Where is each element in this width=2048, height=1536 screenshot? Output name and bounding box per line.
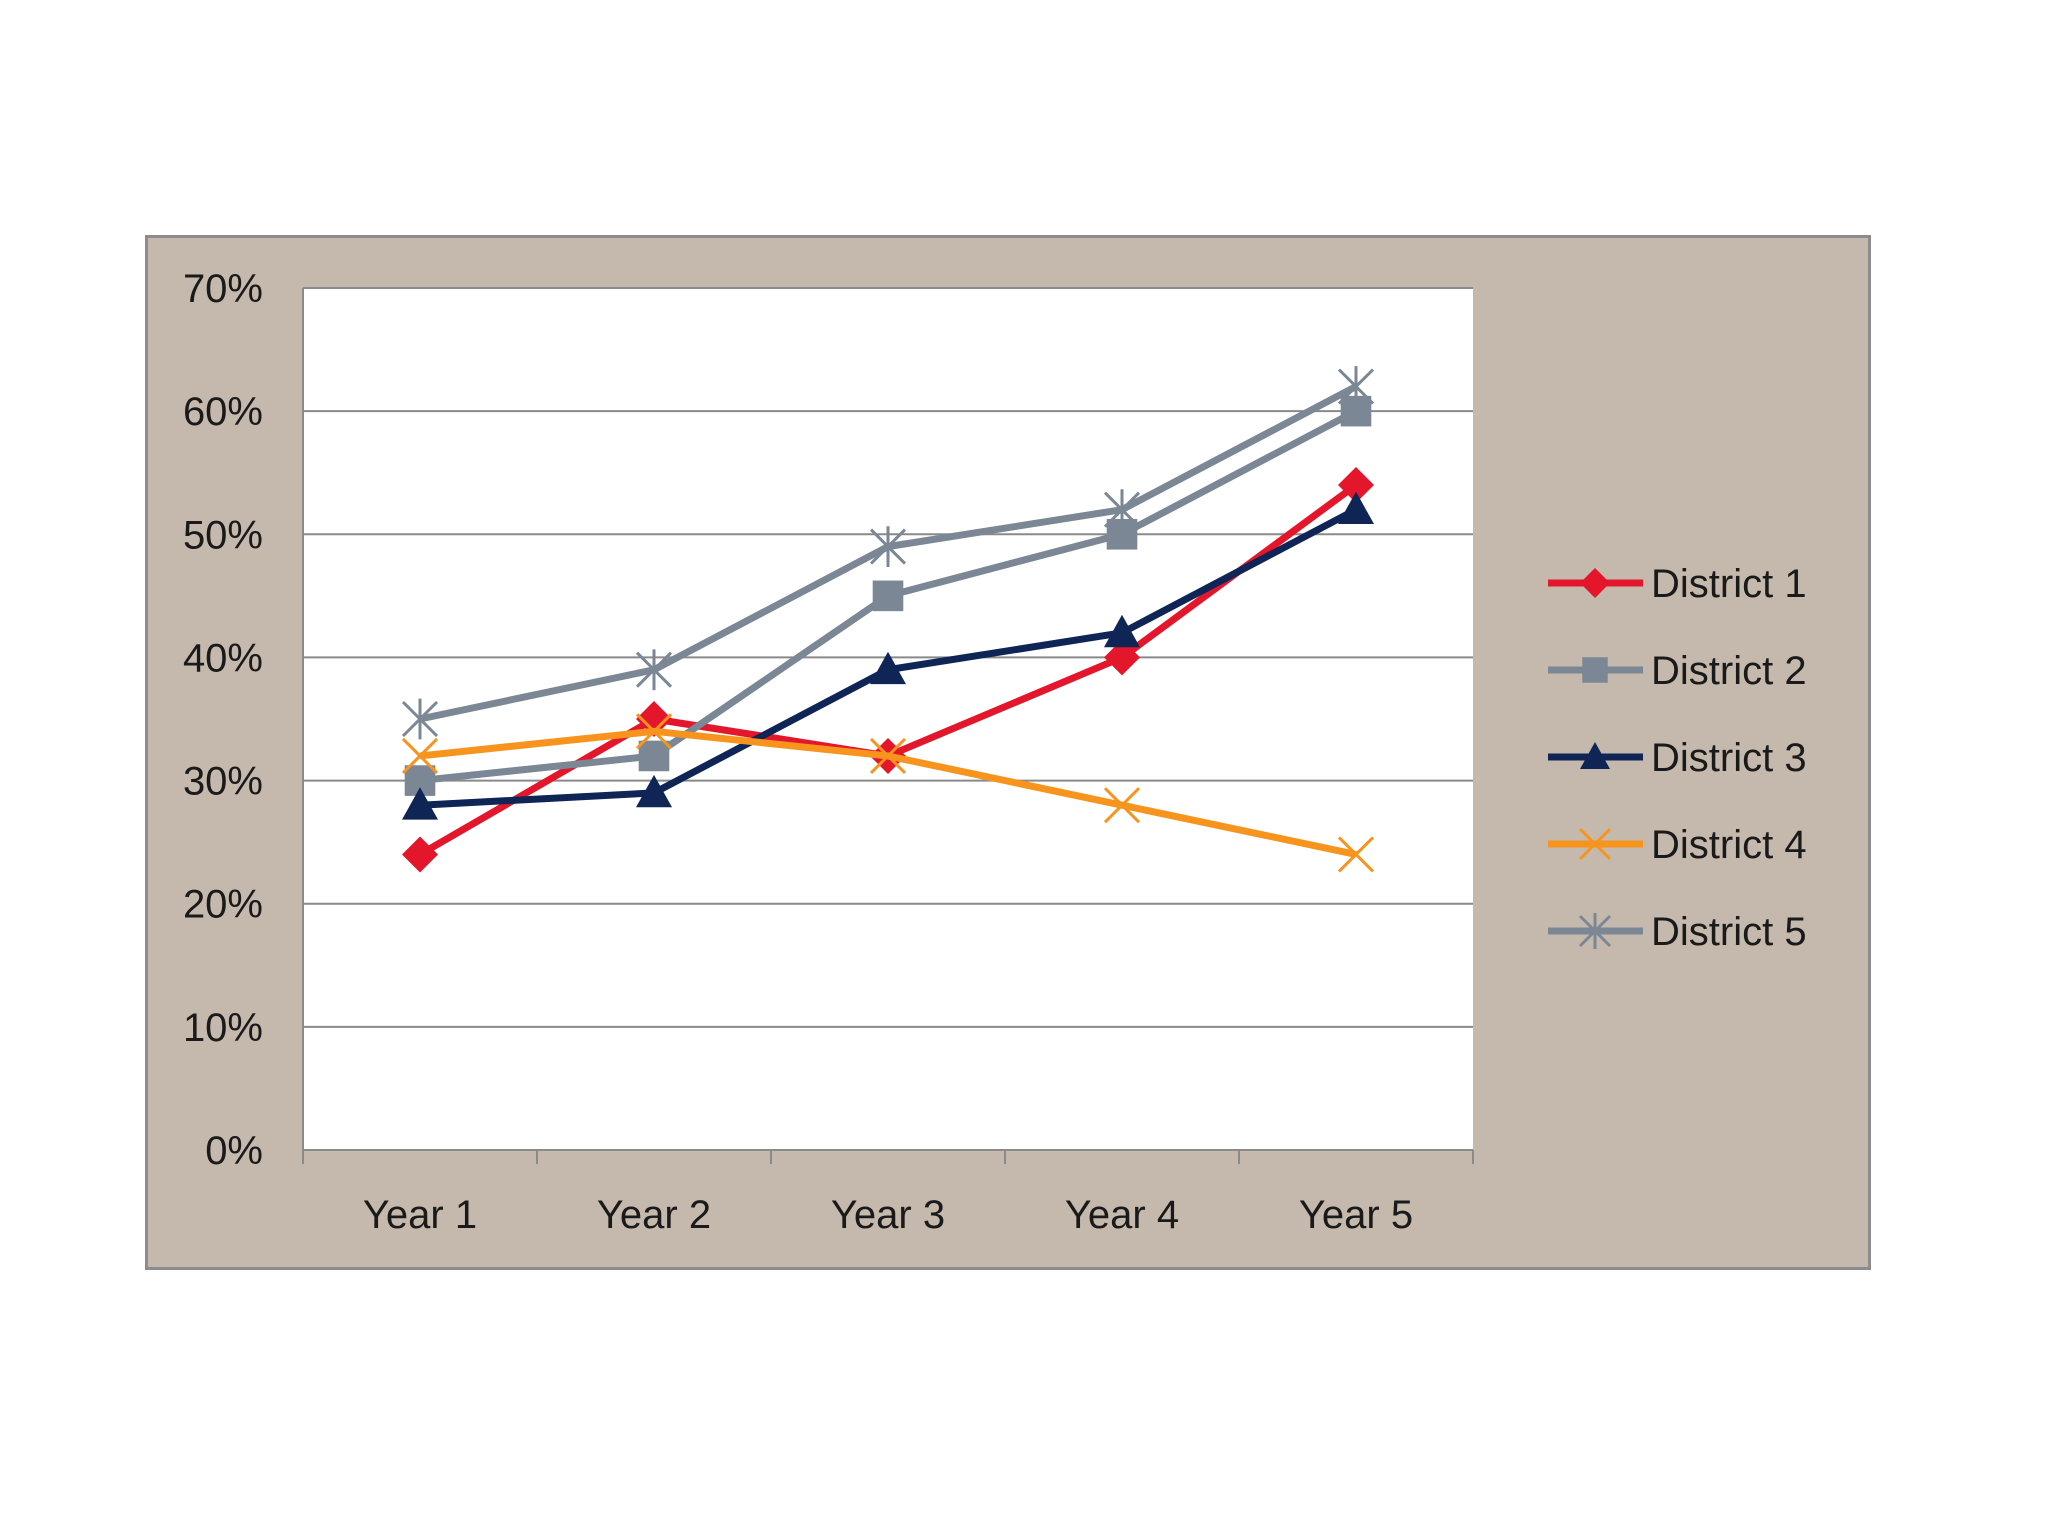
- data-point: [402, 787, 438, 820]
- legend-item: District 5: [1548, 910, 1807, 954]
- data-point: [1582, 657, 1608, 683]
- legend-label: District 2: [1651, 649, 1807, 693]
- data-point: [1578, 913, 1612, 949]
- legend-item: District 1: [1548, 562, 1807, 606]
- data-point: [1338, 491, 1374, 525]
- data-point: [638, 740, 670, 772]
- legend: District 1 District 2 District 3 District 4…: [1548, 562, 1807, 954]
- data-point: [1580, 742, 1610, 769]
- y-tick-label: 0%: [205, 1129, 263, 1173]
- y-tick-label: 60%: [183, 390, 263, 434]
- legend-item: District 2: [1548, 649, 1807, 693]
- x-tick-label: Year 4: [1065, 1193, 1179, 1237]
- line-chart: 0% 10% 20% 30% 40% 50% 60% 70% Year 1 Year 2 Year …: [183, 267, 1807, 1237]
- legend-label: District 4: [1651, 823, 1807, 867]
- data-point: [1104, 639, 1140, 676]
- x-tick-label: Year 2: [597, 1193, 711, 1237]
- data-point: [1103, 787, 1141, 824]
- data-point: [1578, 827, 1612, 861]
- data-point: [401, 698, 439, 740]
- data-point: [1104, 614, 1140, 648]
- data-point: [636, 701, 672, 737]
- data-point: [401, 737, 439, 775]
- y-tick-label: 10%: [183, 1006, 263, 1050]
- series-district-5: [401, 366, 1375, 740]
- axes: 0% 10% 20% 30% 40% 50% 60% 70% Year 1 Year 2 Year …: [183, 267, 1474, 1237]
- legend-label: District 3: [1651, 736, 1807, 780]
- data-point: [1337, 366, 1375, 407]
- gridlines: [303, 287, 1473, 1028]
- data-point: [636, 774, 672, 808]
- legend-label: District 5: [1651, 910, 1807, 954]
- legend-item: District 3: [1548, 736, 1807, 780]
- data-point: [870, 651, 906, 685]
- series-group: [401, 366, 1375, 873]
- data-point: [869, 737, 907, 775]
- data-point: [869, 526, 907, 567]
- plot-area: [303, 288, 1473, 1150]
- data-point: [872, 580, 904, 612]
- y-tick-label: 30%: [183, 760, 263, 804]
- legend-label: District 1: [1651, 562, 1807, 606]
- y-tick-label: 20%: [183, 883, 263, 927]
- data-point: [1337, 836, 1375, 873]
- y-tick-label: 40%: [183, 636, 263, 680]
- data-point: [402, 836, 438, 873]
- y-tick-label: 70%: [183, 267, 263, 311]
- x-tick-label: Year 3: [831, 1193, 945, 1237]
- series-district-3: [402, 491, 1374, 820]
- x-tick-label: Year 1: [363, 1193, 477, 1237]
- y-tick-label: 50%: [183, 513, 263, 557]
- chart-area: 0% 10% 20% 30% 40% 50% 60% 70% Year 1 Year 2 Year …: [145, 235, 1871, 1270]
- data-point: [1338, 467, 1374, 504]
- data-point: [1580, 568, 1610, 598]
- series-district-4: [401, 713, 1375, 873]
- legend-item: District 4: [1548, 823, 1807, 867]
- x-tick-label: Year 5: [1299, 1193, 1413, 1237]
- data-point: [1103, 489, 1141, 531]
- data-point: [635, 713, 673, 750]
- data-point: [635, 649, 673, 691]
